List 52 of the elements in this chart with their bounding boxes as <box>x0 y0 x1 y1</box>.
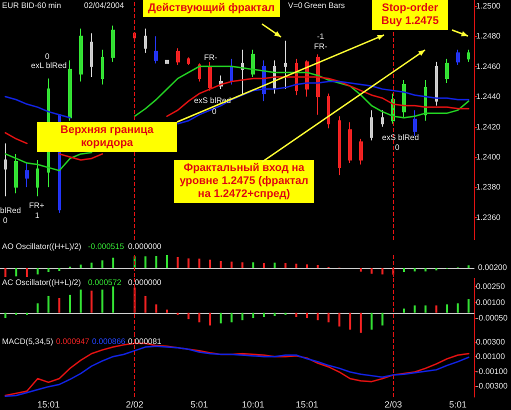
annotation: MACD(5,34,5) <box>2 337 54 346</box>
annotation: Green Bars <box>304 1 345 10</box>
annotation: 1 <box>35 211 40 220</box>
annotation: 0.000572 <box>88 278 122 287</box>
text: 0.000000 <box>128 242 162 251</box>
y-tick-label: 0.00100 <box>476 352 506 362</box>
y-tick-label: 0.00100 <box>476 298 506 307</box>
y-tick-label: -0.00050 <box>476 314 508 323</box>
x-tick-label: 15:01 <box>37 400 60 410</box>
y-tick-label: 1.2480 <box>476 32 502 41</box>
annotation: 0 <box>212 107 216 116</box>
x-tick-label: 2/03 <box>384 400 402 410</box>
annotation: 0.000947 <box>56 337 90 346</box>
callout: Stop-order Buy 1.2475 <box>372 0 448 30</box>
annotation: 0.000866 <box>92 337 126 346</box>
y-tick-label: -0.00100 <box>476 366 508 376</box>
annotation: exS blRed <box>382 133 419 142</box>
y-tick-label: 0.00300 <box>476 337 506 346</box>
callout: Действующий фрактал <box>143 0 280 17</box>
annotation: FR- <box>204 53 218 62</box>
y-tick-label: 1.2420 <box>476 122 502 132</box>
annotation: EUR BID-60 min <box>2 1 62 10</box>
y-tick-label: 0.00250 <box>476 282 506 291</box>
y-tick-label: 1.2400 <box>476 152 502 162</box>
x-tick-label: 5:01 <box>449 400 467 410</box>
text: 0.00200 <box>478 263 507 272</box>
x-tick-label: 5:01 <box>190 400 208 410</box>
y-tick-label: -0.00300 <box>476 381 508 390</box>
y-tick-label: 1.2460 <box>476 62 502 71</box>
x-tick-label: 15:01 <box>296 400 318 410</box>
annotation: blRed <box>0 206 21 215</box>
x-tick-label: 2/02 <box>126 400 144 410</box>
y-tick-label: 1.2380 <box>476 182 502 192</box>
callout: Верхняя граница коридора <box>37 122 177 152</box>
text: -0.000515 <box>88 242 124 251</box>
annotation: 0 <box>3 216 8 225</box>
annotation: 0 <box>395 143 400 152</box>
annotation: 0.000000 <box>128 278 162 287</box>
annotation: FR- <box>314 42 328 51</box>
annotation: FR+ <box>29 201 44 210</box>
annotation: -1 <box>317 32 324 41</box>
annotation: exL blRed <box>31 61 67 70</box>
annotation: 0 <box>45 52 50 61</box>
y-tick-label: 1.2360 <box>476 212 502 222</box>
callout: Фрактальный вход на уровне 1.2475 (фрактал на 1.2472+спред) <box>174 160 314 203</box>
annotation: AC Oscillator((H+L)/2) <box>2 278 81 287</box>
annotation: 02/04/2004 <box>84 1 124 10</box>
text: AO Oscillator((H+L)/2) <box>2 242 82 251</box>
x-tick-label: 10:01 <box>242 400 264 410</box>
y-tick-label: 1.2440 <box>476 92 502 102</box>
y-tick-label: 1.2500 <box>476 2 502 11</box>
annotation: V=0 <box>288 1 302 10</box>
